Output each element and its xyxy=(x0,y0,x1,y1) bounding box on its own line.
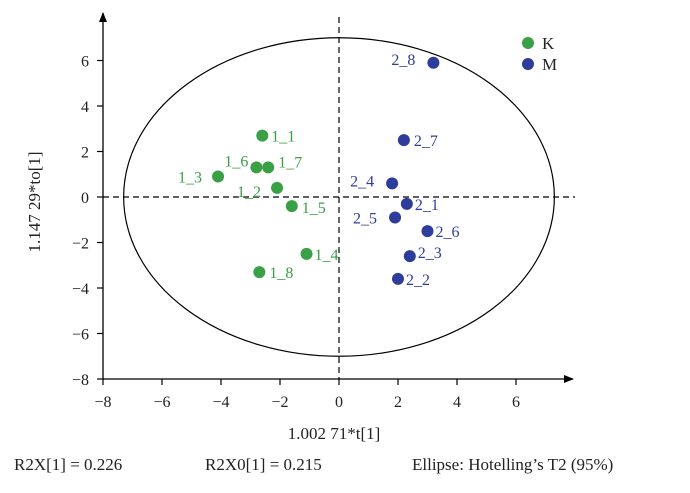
legend-marker-k xyxy=(522,37,534,49)
legend-marker-m xyxy=(522,58,534,70)
y-tick-label: 4 xyxy=(81,99,89,116)
point-label: 2_5 xyxy=(353,210,377,227)
data-point-m xyxy=(421,225,434,238)
x-tick-label: 0 xyxy=(335,394,343,411)
point-label: 1_6 xyxy=(224,153,248,170)
data-point-m xyxy=(389,211,402,224)
point-label: 1_2 xyxy=(237,184,261,201)
point-label: 2_8 xyxy=(391,52,415,69)
data-point-k xyxy=(250,161,263,174)
r2x0-stat: R2X0[1] = 0.215 xyxy=(205,455,322,474)
legend: KM xyxy=(522,34,557,74)
point-label: 2_7 xyxy=(414,133,438,150)
y-tick-label: 2 xyxy=(81,145,89,162)
legend-label-m: M xyxy=(542,55,557,74)
point-label: 1_7 xyxy=(278,154,302,171)
point-label: 1_5 xyxy=(302,200,326,217)
data-point-k xyxy=(285,200,298,213)
y-tick-label: −6 xyxy=(72,327,89,344)
point-label: 2_4 xyxy=(350,173,374,190)
x-axis-label: 1.002 71*t[1] xyxy=(288,424,381,443)
data-point-k xyxy=(271,181,284,194)
x-tick-label: −6 xyxy=(153,394,170,411)
data-point-k xyxy=(262,161,275,174)
y-tick-label: −2 xyxy=(72,236,89,253)
point-label: 2_3 xyxy=(418,245,442,262)
data-point-m xyxy=(386,177,399,190)
data-point-m xyxy=(392,272,404,285)
point-label: 2_6 xyxy=(436,224,460,241)
data-point-k xyxy=(300,247,313,260)
x-tick-label: −4 xyxy=(212,394,229,411)
point-label: 1_4 xyxy=(315,247,339,264)
data-point-m xyxy=(400,197,413,210)
x-tick-label: 4 xyxy=(453,394,461,411)
point-label: 1_3 xyxy=(178,170,202,187)
hotelling-ellipse xyxy=(123,37,555,357)
axes: −8 −6 −4 −2 0 2 4 6 −8 −6 −4 −2 0 2 4 6 1.002 71*t[1] 1.1… xyxy=(25,12,575,443)
data-point-m xyxy=(403,250,416,263)
y-axis-label: 1.147 29*to[1] xyxy=(25,151,44,252)
data-point-k xyxy=(256,129,269,142)
x-tick-label: 6 xyxy=(512,394,520,411)
data-point-k xyxy=(253,266,266,279)
x-tick-label: −2 xyxy=(271,394,288,411)
ellipse-note: Ellipse: Hotelling’s T2 (95%) xyxy=(412,455,614,474)
y-tick-label: 0 xyxy=(81,190,89,207)
data-point-k xyxy=(212,170,225,183)
x-tick-label: 2 xyxy=(394,394,402,411)
point-label: 1_8 xyxy=(269,265,293,282)
legend-label-k: K xyxy=(542,34,555,53)
x-tick-label: −8 xyxy=(94,394,111,411)
data-point-m xyxy=(397,134,410,147)
hotelling-ellipse-layer xyxy=(123,37,555,357)
y-tick-label: −4 xyxy=(72,281,89,298)
y-tick-label: 6 xyxy=(81,54,89,71)
y-tick-label: −8 xyxy=(72,372,89,389)
r2x-stat: R2X[1] = 0.226 xyxy=(14,455,123,474)
point-label: 1_1 xyxy=(271,129,295,146)
data-points: 1_1 1_6 1_7 1_3 1_2 1_5 1_4 1_8 2_8 2_7 2_4 2_1 2_5 2… xyxy=(178,52,459,289)
data-point-m xyxy=(427,56,440,69)
point-label: 2_2 xyxy=(406,272,430,289)
point-label: 2_1 xyxy=(415,197,439,214)
